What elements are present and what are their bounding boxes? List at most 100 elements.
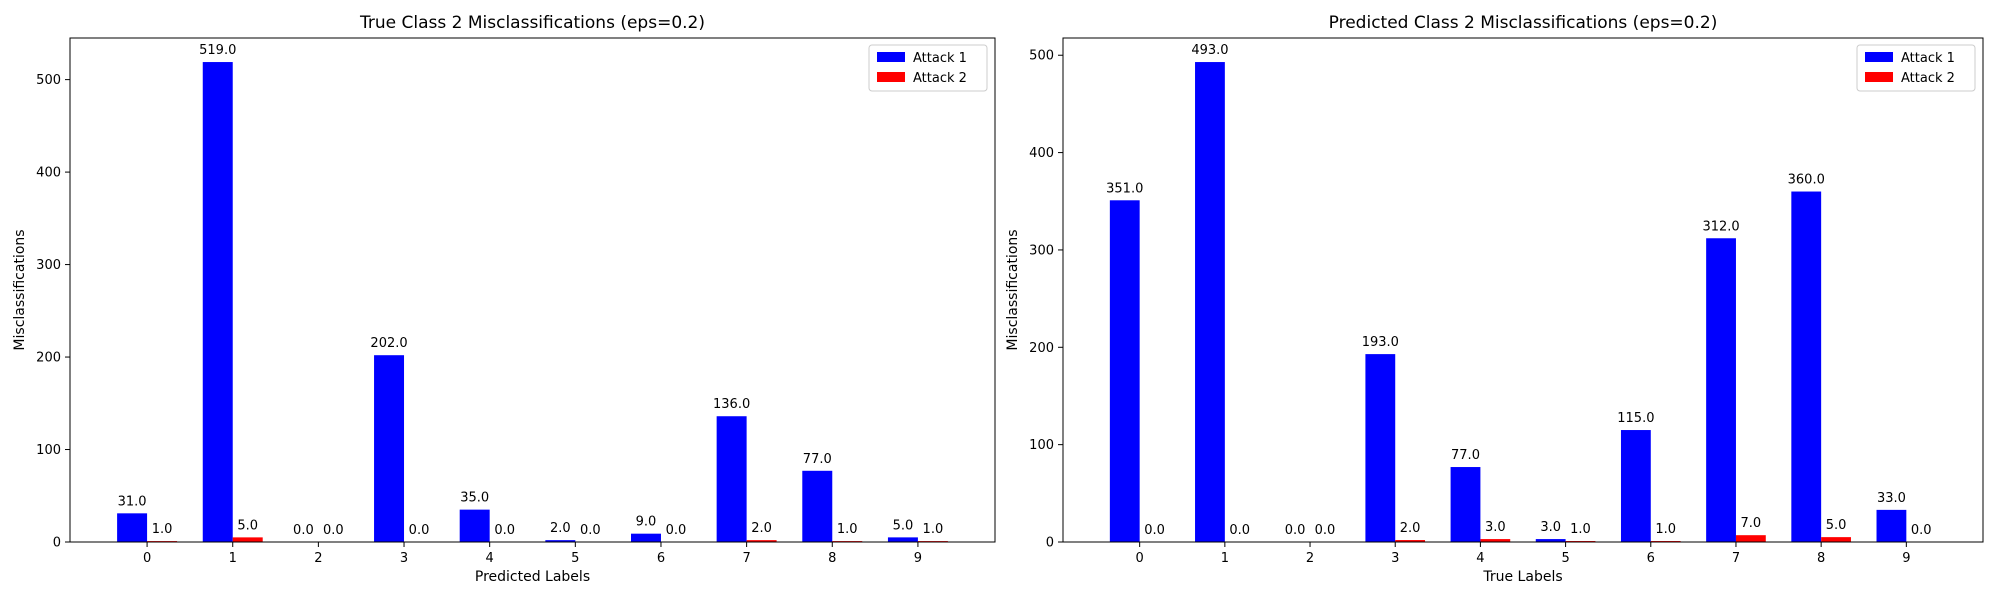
data-label-1-0: 31.0 (118, 494, 147, 509)
data-label-1-4: 35.0 (460, 491, 489, 506)
legend-label-1: Attack 1 (913, 51, 967, 66)
x-tick-label-7: 7 (742, 551, 750, 566)
x-tick-label-5: 5 (1561, 551, 1569, 566)
data-label-1-7: 312.0 (1702, 219, 1739, 234)
x-tick-label-8: 8 (1817, 551, 1825, 566)
y-tick-label-1: 100 (36, 443, 61, 458)
data-label-2-4: 0.0 (494, 523, 515, 538)
bar-1-9 (1876, 509, 1907, 542)
y-tick-label-2: 200 (1029, 341, 1054, 356)
data-label-2-3: 0.0 (409, 523, 430, 538)
bar-1-6 (1620, 430, 1651, 542)
bar-1-3 (1365, 354, 1396, 542)
bar-2-3 (1395, 540, 1426, 542)
bar-1-4 (1450, 467, 1481, 542)
x-tick-label-9: 9 (1902, 551, 1910, 566)
x-tick-label-1: 1 (229, 551, 237, 566)
bar-1-8 (802, 470, 833, 542)
y-tick-label-2: 200 (36, 351, 61, 366)
data-label-2-7: 2.0 (751, 521, 772, 536)
legend-swatch-2 (1865, 72, 1893, 82)
bar-1-0 (117, 513, 148, 542)
x-axis-label: Predicted Labels (475, 569, 590, 585)
x-tick-label-4: 4 (1476, 551, 1484, 566)
bar-1-7 (1706, 238, 1736, 542)
x-tick-label-3: 3 (400, 551, 408, 566)
data-label-1-2: 0.0 (1285, 523, 1306, 538)
data-label-1-8: 77.0 (803, 452, 832, 467)
data-label-1-9: 5.0 (893, 518, 914, 533)
bar-1-0 (1109, 200, 1140, 543)
chart-title: True Class 2 Misclassifications (eps=0.2… (359, 13, 705, 33)
x-tick-label-4: 4 (486, 551, 494, 566)
x-tick-label-9: 9 (914, 551, 922, 566)
axes-frame (69, 37, 996, 543)
data-label-2-0: 1.0 (152, 522, 173, 537)
x-tick-label-6: 6 (657, 551, 665, 566)
bar-1-9 (887, 537, 918, 542)
y-tick-label-0: 0 (53, 536, 61, 551)
data-label-2-2: 0.0 (1315, 523, 1336, 538)
y-tick-label-5: 500 (1029, 49, 1054, 64)
bar-2-7 (1735, 535, 1766, 542)
data-label-1-6: 115.0 (1617, 411, 1654, 426)
x-tick-label-5: 5 (571, 551, 579, 566)
bar-1-8 (1791, 191, 1822, 543)
data-label-2-6: 1.0 (1655, 522, 1676, 537)
y-axis-label: Misclassifications (12, 229, 28, 350)
bar-1-1 (1195, 62, 1225, 543)
x-tick-label-7: 7 (1732, 551, 1740, 566)
x-tick-label-6: 6 (1647, 551, 1655, 566)
data-label-2-7: 7.0 (1741, 516, 1762, 531)
legend-swatch-2 (877, 72, 905, 82)
data-label-1-5: 3.0 (1540, 520, 1561, 535)
data-label-1-3: 202.0 (370, 336, 407, 351)
data-label-2-1: 0.0 (1229, 523, 1250, 538)
data-label-2-5: 1.0 (1570, 522, 1591, 537)
legend: Attack 1 Attack 2 (1856, 44, 1976, 92)
data-label-1-7: 136.0 (713, 397, 750, 412)
chart-panel-1: 351.0 4 9 3.0 0.0 193.0 7 7.0 3.0 115.0 312.0 3 6 0.0… (1005, 13, 1984, 585)
legend-label-2: Attack 2 (1901, 71, 1955, 86)
data-label-1-9: 33.0 (1877, 491, 1906, 506)
legend: Attack 1 Attack 2 (868, 44, 988, 92)
data-label-2-8: 5.0 (1826, 518, 1847, 533)
legend-label-2: Attack 2 (913, 71, 967, 86)
bar-1-6 (630, 533, 661, 542)
bar-2-4 (1480, 539, 1511, 542)
bar-1-5 (1535, 539, 1566, 542)
data-label-1-2: 0.0 (293, 523, 314, 538)
bar-2-1 (232, 537, 263, 542)
bar-1-3 (374, 355, 405, 542)
data-label-2-8: 1.0 (837, 522, 858, 537)
y-tick-label-3: 300 (36, 258, 61, 273)
y-tick-label-5: 500 (36, 73, 61, 88)
data-label-2-9: 1.0 (923, 522, 944, 537)
data-label-1-1: 519.0 (199, 43, 236, 58)
legend-swatch-1 (1865, 52, 1893, 62)
data-label-2-6: 0.0 (666, 523, 687, 538)
data-label-1-3: 193.0 (1362, 335, 1399, 350)
data-label-1-0: 351.0 (1106, 181, 1143, 196)
y-tick-label-3: 300 (1029, 243, 1054, 258)
legend-label-1: Attack 1 (1901, 51, 1955, 66)
bar-1-1 (202, 62, 233, 542)
x-tick-label-2: 2 (1306, 551, 1314, 566)
x-tick-label-3: 3 (1391, 551, 1399, 566)
x-axis-label: True Labels (1482, 569, 1562, 585)
data-label-1-6: 9.0 (636, 515, 657, 530)
data-label-2-1: 5.0 (237, 518, 258, 533)
bar-1-4 (459, 509, 490, 542)
y-axis-label: Misclassifications (1005, 229, 1021, 350)
x-tick-label-0: 0 (143, 551, 151, 566)
y-tick-label-4: 400 (36, 166, 61, 181)
bar-1-7 (716, 416, 747, 542)
data-label-2-5: 0.0 (580, 523, 601, 538)
x-tick-label-8: 8 (828, 551, 836, 566)
chart-title: Predicted Class 2 Misclassifications (ep… (1329, 13, 1718, 33)
x-tick-label-1: 1 (1221, 551, 1229, 566)
y-tick-label-4: 400 (1029, 146, 1054, 161)
data-label-2-4: 3.0 (1485, 520, 1506, 535)
bar-2-7 (746, 540, 777, 542)
x-tick-label-0: 0 (1136, 551, 1144, 566)
